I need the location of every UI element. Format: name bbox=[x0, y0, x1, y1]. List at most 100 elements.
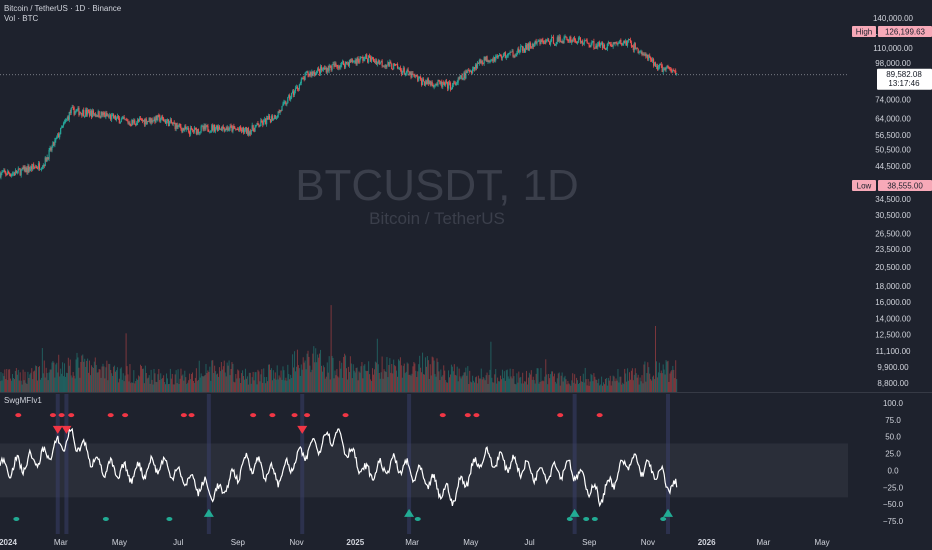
candle-body bbox=[472, 69, 474, 73]
volume-bar bbox=[644, 361, 646, 392]
candle-body bbox=[376, 61, 378, 65]
candle-body bbox=[614, 42, 616, 44]
candle-body bbox=[350, 59, 352, 63]
volume-bar bbox=[622, 382, 624, 392]
candle-body bbox=[287, 97, 289, 104]
candle-body bbox=[448, 82, 451, 84]
volume-bar bbox=[81, 355, 83, 392]
buy-triangle-marker bbox=[569, 508, 580, 517]
volume-bar bbox=[396, 370, 398, 392]
candle-body bbox=[196, 129, 198, 135]
volume-bar bbox=[8, 369, 10, 392]
candle-body bbox=[398, 67, 401, 69]
candle-body bbox=[394, 63, 396, 65]
candle-body bbox=[650, 56, 652, 60]
candle-body bbox=[673, 70, 675, 72]
candle-body bbox=[131, 119, 133, 126]
volume-bar bbox=[14, 370, 16, 392]
volume-bar bbox=[548, 373, 550, 392]
volume-bar bbox=[285, 377, 287, 392]
volume-bar bbox=[236, 378, 238, 392]
volume-bar bbox=[1, 380, 3, 392]
candle-body bbox=[665, 67, 667, 70]
volume-bar bbox=[160, 373, 162, 392]
volume-bar bbox=[535, 373, 537, 392]
volume-bar bbox=[6, 369, 8, 392]
volume-bar bbox=[239, 378, 241, 392]
volume-bar bbox=[197, 379, 199, 392]
volume-bar bbox=[335, 375, 337, 392]
volume-bar bbox=[163, 375, 165, 392]
volume-bar bbox=[116, 367, 118, 392]
candle-body bbox=[157, 115, 159, 121]
volume-bar bbox=[301, 369, 303, 392]
volume-bar bbox=[47, 380, 49, 392]
candle-body bbox=[512, 51, 514, 57]
candle-body bbox=[352, 61, 354, 63]
candle-body bbox=[142, 119, 145, 122]
volume-bar bbox=[171, 373, 173, 392]
volume-bar bbox=[423, 374, 425, 392]
volume-bar bbox=[336, 369, 338, 392]
volume-bar bbox=[651, 380, 653, 392]
symbol-legend[interactable]: Bitcoin / TetherUS · 1D · Binance bbox=[4, 4, 122, 13]
candle-body bbox=[295, 86, 298, 89]
volume-bar bbox=[102, 363, 104, 392]
candle-body bbox=[619, 39, 621, 42]
volume-bar bbox=[127, 374, 129, 392]
candle-body bbox=[480, 60, 482, 63]
candle-body bbox=[249, 131, 251, 135]
candle-body bbox=[633, 43, 635, 51]
candle-body bbox=[109, 115, 111, 117]
volume-bar bbox=[183, 380, 185, 392]
candle-body bbox=[64, 120, 67, 122]
volume-bar bbox=[667, 360, 669, 392]
sell-dot-marker bbox=[107, 413, 114, 418]
volume-bar bbox=[255, 372, 257, 392]
volume-bar bbox=[419, 355, 421, 392]
candle-body bbox=[127, 120, 129, 124]
candle-body bbox=[175, 123, 177, 130]
volume-bar bbox=[517, 382, 519, 392]
volume-bar bbox=[339, 360, 341, 392]
candle-body bbox=[393, 63, 395, 70]
candle-body bbox=[229, 126, 231, 130]
volume-bar bbox=[115, 370, 117, 392]
candle-body bbox=[82, 110, 84, 116]
candle-body bbox=[595, 45, 597, 49]
volume-bar bbox=[466, 375, 468, 392]
volume-bar bbox=[424, 357, 426, 392]
volume-bar bbox=[467, 366, 469, 392]
candle-body bbox=[379, 62, 381, 65]
volume-bar bbox=[19, 372, 21, 392]
time-axis-label: Sep bbox=[582, 538, 597, 547]
candle-body bbox=[530, 47, 532, 49]
low-label-box bbox=[852, 180, 876, 191]
candle-body bbox=[50, 147, 52, 151]
volume-legend[interactable]: Vol · BTC bbox=[4, 14, 39, 23]
candle-body bbox=[532, 43, 534, 47]
candle-body bbox=[261, 120, 263, 123]
candle-body bbox=[615, 42, 617, 44]
volume-bar bbox=[21, 384, 23, 392]
oscillator-axis-tick-label: 100.0 bbox=[883, 399, 904, 408]
volume-bar bbox=[40, 377, 42, 392]
candle-body bbox=[132, 119, 134, 123]
candle-body bbox=[392, 69, 394, 70]
candle-body bbox=[312, 71, 314, 74]
volume-bar bbox=[397, 359, 399, 392]
volume-bar bbox=[652, 376, 654, 392]
signal-highlight-band bbox=[666, 394, 671, 534]
candle-body bbox=[420, 76, 422, 80]
volume-bar bbox=[512, 369, 514, 392]
candle-body bbox=[224, 128, 226, 132]
volume-bar bbox=[33, 371, 35, 392]
volume-bar bbox=[166, 373, 168, 392]
volume-bar bbox=[613, 376, 615, 392]
volume-bar bbox=[532, 376, 534, 392]
volume-bar bbox=[60, 368, 62, 392]
indicator-legend[interactable]: SwgMFIv1 bbox=[4, 396, 42, 405]
volume-bar bbox=[536, 368, 538, 392]
